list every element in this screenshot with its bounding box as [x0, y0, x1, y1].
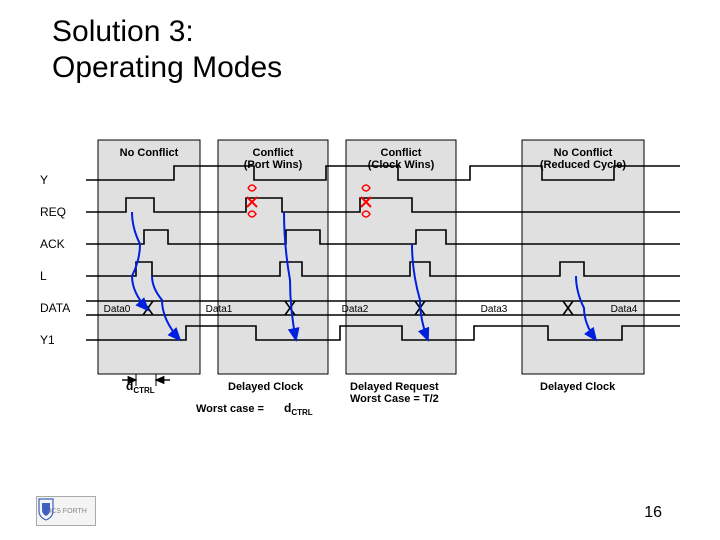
timing-diagram: No ConflictConflict(Port Wins)Conflict(C…: [40, 140, 688, 480]
bottom-label-5: Worst Case = T/2: [350, 393, 439, 405]
bottom-label-4: Delayed Request: [350, 381, 439, 393]
phase-box-2: [346, 140, 456, 374]
data-label-2: Data2: [342, 304, 369, 315]
phase-label-1: (Port Wins): [244, 159, 303, 171]
timing-svg: No ConflictConflict(Port Wins)Conflict(C…: [40, 140, 688, 480]
title-line-1: Solution 3:: [52, 15, 194, 48]
data-label-4: Data4: [611, 304, 638, 315]
phase-box-0: [98, 140, 200, 374]
data-label-0: Data0: [104, 304, 131, 315]
title-line-2: Operating Modes: [52, 51, 282, 84]
phase-box-1: [218, 140, 328, 374]
slide-title: Solution 3: Operating Modes: [52, 14, 282, 86]
bottom-label-3: dCTRL: [284, 401, 313, 417]
bottom-label-1: Delayed Clock: [228, 381, 304, 393]
phase-label-2: (Clock Wins): [368, 159, 435, 171]
logo-ics-forth: ICS FORTH: [36, 496, 96, 526]
bottom-label-2: Worst case =: [196, 403, 264, 415]
phase-label-3: No Conflict: [554, 147, 613, 159]
bottom-label-0: dCTRL: [126, 379, 155, 395]
signal-label-DATA: DATA: [40, 301, 70, 315]
phase-label-1: Conflict: [253, 147, 294, 159]
phase-label-2: Conflict: [381, 147, 422, 159]
data-label-1: Data1: [206, 304, 233, 315]
signal-label-Y: Y: [40, 173, 48, 187]
bottom-label-6: Delayed Clock: [540, 381, 616, 393]
shield-icon: [37, 497, 55, 521]
data-label-3: Data3: [481, 304, 508, 315]
signal-label-L: L: [40, 269, 47, 283]
signal-label-REQ: REQ: [40, 205, 66, 219]
phase-label-0: No Conflict: [120, 147, 179, 159]
signal-label-ACK: ACK: [40, 237, 65, 251]
signal-label-Y1: Y1: [40, 333, 55, 347]
phase-box-3: [522, 140, 644, 374]
page-number: 16: [644, 504, 662, 522]
